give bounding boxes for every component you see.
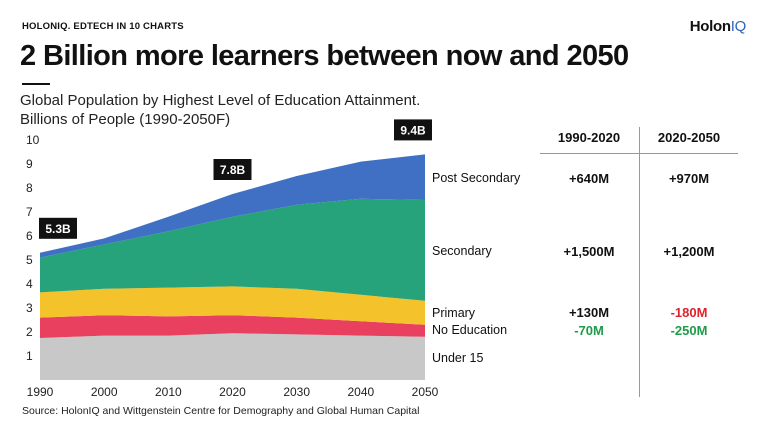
table-column-divider — [639, 127, 640, 397]
x-tick-label: 2020 — [219, 385, 246, 399]
label-secondary: Secondary — [432, 244, 492, 258]
cell-post-secondary-2020-2050: +970M — [668, 171, 710, 186]
y-tick-label: 7 — [26, 205, 33, 219]
label-under-15: Under 15 — [432, 351, 484, 365]
area-under15 — [40, 333, 425, 380]
callout-box — [213, 159, 252, 180]
report-kicker: HOLONIQ. EDTECH IN 10 CHARTS — [22, 21, 184, 32]
cell-no-education-2020-2050: -250M — [670, 323, 708, 338]
y-tick-label: 6 — [26, 229, 33, 243]
chart-subtitle: Global Population by Highest Level of Ed… — [20, 91, 420, 129]
table-header-2020-2050: 2020-2050 — [657, 130, 721, 145]
cell-secondary-1990-2020: +1,500M — [563, 244, 615, 259]
label-post-secondary: Post Secondary — [432, 171, 521, 185]
cell-no-education-1990-2020: -70M — [574, 323, 604, 338]
y-tick-label: 8 — [26, 181, 33, 195]
cell-post-secondary-1990-2020: +640M — [568, 171, 610, 186]
subtitle-line-1: Global Population by Highest Level of Ed… — [20, 92, 421, 109]
source-note: Source: HolonIQ and Wittgenstein Centre … — [22, 405, 420, 417]
x-tick-label: 2010 — [155, 385, 182, 399]
callout-label: 7.8B — [220, 163, 246, 177]
brand-accent: IQ — [730, 18, 747, 35]
table-header-1990-2020: 1990-2020 — [557, 130, 621, 145]
area-no_education — [40, 315, 425, 338]
callout-box — [39, 217, 77, 239]
y-tick-label: 5 — [26, 253, 33, 267]
x-tick-label: 2000 — [91, 385, 118, 399]
page-title: 2 Billion more learners between now and … — [20, 40, 629, 72]
callout-label: 5.3B — [45, 222, 71, 236]
area-primary — [40, 286, 425, 325]
y-tick-label: 9 — [26, 157, 33, 171]
x-tick-label: 1990 — [27, 385, 54, 399]
label-no-education: No Education — [432, 323, 508, 337]
cell-secondary-2020-2050: +1,200M — [663, 244, 715, 259]
y-tick-label: 3 — [26, 301, 33, 315]
x-tick-label: 2030 — [283, 385, 310, 399]
subtitle-line-2: Billions of People (1990-2050F) — [20, 111, 231, 128]
area-post_secondary — [40, 154, 425, 258]
brand-main: Holon — [689, 18, 731, 35]
y-tick-label: 2 — [26, 325, 33, 339]
cell-primary-1990-2020: +130M — [568, 305, 610, 320]
x-tick-label: 2040 — [347, 385, 374, 399]
label-primary: Primary — [432, 306, 476, 320]
area-secondary — [40, 198, 425, 301]
title-underline — [22, 83, 50, 85]
callout-box — [394, 119, 432, 141]
cell-primary-2020-2050: -180M — [670, 305, 708, 320]
y-tick-label: 1 — [26, 349, 33, 363]
callout-label: 9.4B — [400, 123, 426, 137]
y-tick-label: 4 — [26, 277, 33, 291]
holoniq-logo: HolonIQ — [689, 18, 747, 35]
x-tick-label: 2050 — [412, 385, 439, 399]
y-tick-label: 10 — [26, 133, 40, 147]
